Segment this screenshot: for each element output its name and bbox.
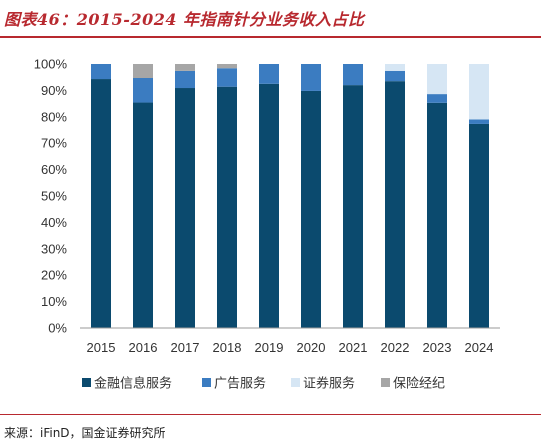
- legend-swatch: [381, 378, 390, 387]
- bar-segment: [469, 119, 489, 124]
- x-tick-label: 2016: [129, 340, 158, 355]
- x-tick-label: 2019: [255, 340, 284, 355]
- y-axis: 0% 10% 20% 30% 40% 50% 60% 70% 80% 90% 100%: [34, 57, 68, 336]
- bar-segment: [133, 77, 153, 103]
- legend-swatch: [82, 378, 91, 387]
- legend-swatch: [291, 378, 300, 387]
- footer-divider: [0, 414, 541, 415]
- bar-segment: [175, 64, 195, 71]
- y-tick-label: 60%: [41, 162, 67, 177]
- bar-segment: [175, 70, 195, 89]
- y-tick-label: 10%: [41, 294, 67, 309]
- legend-label: 保险经纪: [393, 377, 445, 392]
- bar-segment: [217, 68, 237, 87]
- y-tick-label: 90%: [41, 83, 67, 98]
- y-tick-label: 80%: [41, 109, 67, 124]
- x-tick-label: 2020: [297, 340, 326, 355]
- y-tick-label: 0%: [48, 321, 67, 336]
- bar-segment: [343, 85, 363, 329]
- legend-label: 证券服务: [303, 376, 355, 392]
- bar-segment: [133, 64, 153, 78]
- bar-segment: [343, 64, 363, 86]
- bar-segment: [259, 64, 279, 84]
- bar-segment: [469, 123, 489, 328]
- bar-segment: [217, 64, 237, 69]
- source-note: 来源：iFinD，国金证券研究所: [4, 426, 166, 440]
- x-tick-label: 2021: [339, 340, 368, 355]
- bar-segment: [427, 64, 447, 95]
- bar-segment: [385, 64, 405, 71]
- legend-label: 金融信息服务: [94, 376, 172, 392]
- title-divider: [0, 36, 541, 38]
- y-tick-label: 50%: [41, 189, 67, 204]
- y-tick-label: 30%: [41, 241, 67, 256]
- x-tick-label: 2018: [213, 340, 242, 355]
- bar-segment: [217, 86, 237, 328]
- bar-segment: [259, 83, 279, 328]
- y-tick-label: 20%: [41, 268, 67, 283]
- bar-segment: [301, 64, 321, 91]
- bar-segment: [301, 90, 321, 328]
- bar-series: [91, 64, 489, 329]
- y-tick-label: 100%: [34, 57, 68, 72]
- y-tick-label: 40%: [41, 215, 67, 230]
- bar-segment: [427, 102, 447, 328]
- bar-segment: [91, 64, 111, 80]
- figure-title: 图表46：2015-2024 年指南针分业务收入占比: [4, 10, 365, 29]
- legend-swatch: [202, 378, 211, 387]
- legend: 金融信息服务 广告服务 证券服务 保险经纪: [82, 376, 445, 392]
- x-tick-label: 2022: [381, 340, 410, 355]
- bar-segment: [385, 70, 405, 82]
- bar-segment: [385, 81, 405, 328]
- bar-segment: [133, 102, 153, 328]
- bar-segment: [175, 88, 195, 328]
- x-tick-label: 2017: [171, 340, 200, 355]
- x-tick-label: 2024: [465, 340, 494, 355]
- x-tick-label: 2015: [87, 340, 116, 355]
- x-tick-label: 2023: [423, 340, 452, 355]
- bar-segment: [91, 79, 111, 328]
- legend-label: 广告服务: [214, 376, 266, 392]
- bar-segment: [469, 64, 489, 120]
- bar-segment: [427, 94, 447, 103]
- x-axis: 2015 2016 2017 2018 2019 2020 2021 2022 2023 2024: [87, 340, 494, 355]
- y-tick-label: 70%: [41, 136, 67, 151]
